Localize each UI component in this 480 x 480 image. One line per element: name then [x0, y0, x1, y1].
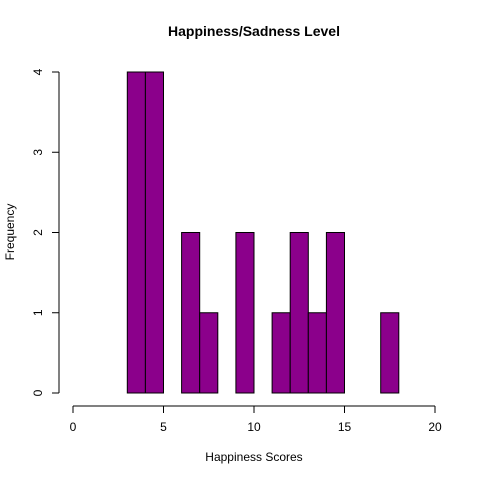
bars-group — [126, 71, 400, 394]
chart-title: Happiness/Sadness Level — [168, 23, 340, 39]
y-tick-label-4: 4 — [31, 68, 45, 75]
y-tick-label-3: 3 — [31, 149, 45, 156]
histogram-bar-10 — [307, 312, 327, 394]
histogram-bar-14 — [380, 312, 400, 394]
y-axis-label: Frequency — [3, 204, 17, 261]
y-tick-label-1: 1 — [31, 309, 45, 316]
x-axis-ticks: 0 5 10 15 20 — [70, 406, 442, 434]
x-tick-label-4: 20 — [428, 420, 442, 434]
histogram-bar-8 — [271, 312, 291, 394]
histogram-bar-1 — [144, 71, 164, 394]
histogram-bar-0 — [126, 71, 146, 394]
histogram-bar-9 — [289, 232, 309, 394]
x-tick-label-0: 0 — [70, 420, 77, 434]
x-tick-label-2: 10 — [247, 420, 261, 434]
x-axis-label: Happiness Scores — [205, 450, 302, 464]
y-tick-label-0: 0 — [31, 389, 45, 396]
histogram-bar-3 — [181, 232, 201, 394]
histogram-bar-6 — [235, 232, 255, 394]
histogram-bar-4 — [199, 312, 219, 394]
x-tick-label-3: 15 — [338, 420, 352, 434]
y-axis-ticks: 0 1 2 3 4 — [31, 68, 59, 396]
x-tick-label-1: 5 — [160, 420, 167, 434]
y-tick-label-2: 2 — [31, 229, 45, 236]
histogram-bar-11 — [325, 232, 345, 394]
